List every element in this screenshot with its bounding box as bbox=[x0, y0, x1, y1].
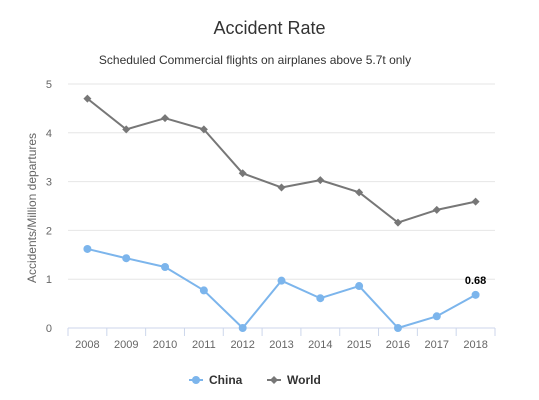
x-tick-label: 2012 bbox=[230, 339, 254, 351]
x-tick-label: 2013 bbox=[269, 339, 293, 351]
legend-label: China bbox=[209, 373, 243, 387]
china-data-point[interactable] bbox=[316, 294, 325, 303]
y-tick-label: 5 bbox=[46, 79, 52, 91]
x-tick-label: 2018 bbox=[463, 339, 487, 351]
world-data-point[interactable] bbox=[122, 125, 131, 134]
china-data-point[interactable] bbox=[471, 290, 480, 299]
world-data-point[interactable] bbox=[83, 94, 92, 103]
legend-item-world[interactable]: World bbox=[267, 373, 321, 387]
china-data-point[interactable] bbox=[393, 324, 402, 332]
x-tick-label: 2016 bbox=[386, 339, 410, 351]
legend-marker bbox=[270, 376, 278, 384]
x-axis: 2008 2009 2010 2011 2012 2013 2014 2015 2016 2017… bbox=[67, 327, 496, 351]
y-tick-label: 0 bbox=[46, 323, 52, 335]
world-data-point[interactable] bbox=[355, 188, 364, 197]
x-tick-label: 2014 bbox=[308, 339, 332, 351]
china-data-point[interactable] bbox=[83, 244, 92, 253]
x-tick-label: 2010 bbox=[153, 339, 177, 351]
x-tick-label: 2008 bbox=[75, 339, 99, 351]
x-tick-label: 2009 bbox=[114, 339, 138, 351]
legend-marker bbox=[192, 376, 200, 384]
world-data-point[interactable] bbox=[393, 218, 402, 227]
china-data-point[interactable] bbox=[161, 263, 170, 271]
china-data-point[interactable] bbox=[199, 286, 208, 295]
china-data-point[interactable] bbox=[238, 324, 247, 332]
world-data-point[interactable] bbox=[161, 114, 170, 123]
world-series-line bbox=[86, 97, 476, 224]
legend-label: World bbox=[287, 373, 321, 387]
x-tick-label: 2017 bbox=[425, 339, 449, 351]
china-series-line bbox=[87, 247, 477, 329]
world-data-point[interactable] bbox=[277, 183, 286, 192]
y-tick-label: 2 bbox=[46, 225, 52, 237]
y-tick-label: 3 bbox=[46, 177, 52, 189]
series-layer: 0.68 bbox=[83, 94, 486, 332]
world-data-point[interactable] bbox=[432, 205, 441, 214]
china-data-point[interactable] bbox=[277, 276, 286, 285]
china-data-point[interactable] bbox=[122, 254, 131, 263]
china-data-point[interactable] bbox=[432, 312, 441, 321]
world-data-point[interactable] bbox=[316, 176, 325, 185]
x-tick-label: 2015 bbox=[347, 339, 371, 351]
legend[interactable]: China World bbox=[189, 373, 321, 387]
y-tick-label: 1 bbox=[46, 274, 52, 286]
y-tick-label: 4 bbox=[46, 128, 52, 140]
chart-subtitle: Scheduled Commercial flights on airplane… bbox=[99, 53, 411, 67]
gridlines: 0 1 2 3 4 5 bbox=[46, 79, 495, 335]
china-data-point[interactable] bbox=[355, 282, 364, 291]
data-label: 0.68 bbox=[465, 275, 486, 287]
world-data-point[interactable] bbox=[199, 125, 208, 134]
x-tick-label: 2011 bbox=[192, 339, 216, 351]
legend-item-china[interactable]: China bbox=[189, 373, 243, 387]
world-data-point[interactable] bbox=[471, 197, 480, 206]
chart-title: Accident Rate bbox=[213, 18, 325, 38]
y-axis-title: Accidents/Million departures bbox=[25, 133, 39, 283]
world-data-point[interactable] bbox=[238, 169, 247, 178]
